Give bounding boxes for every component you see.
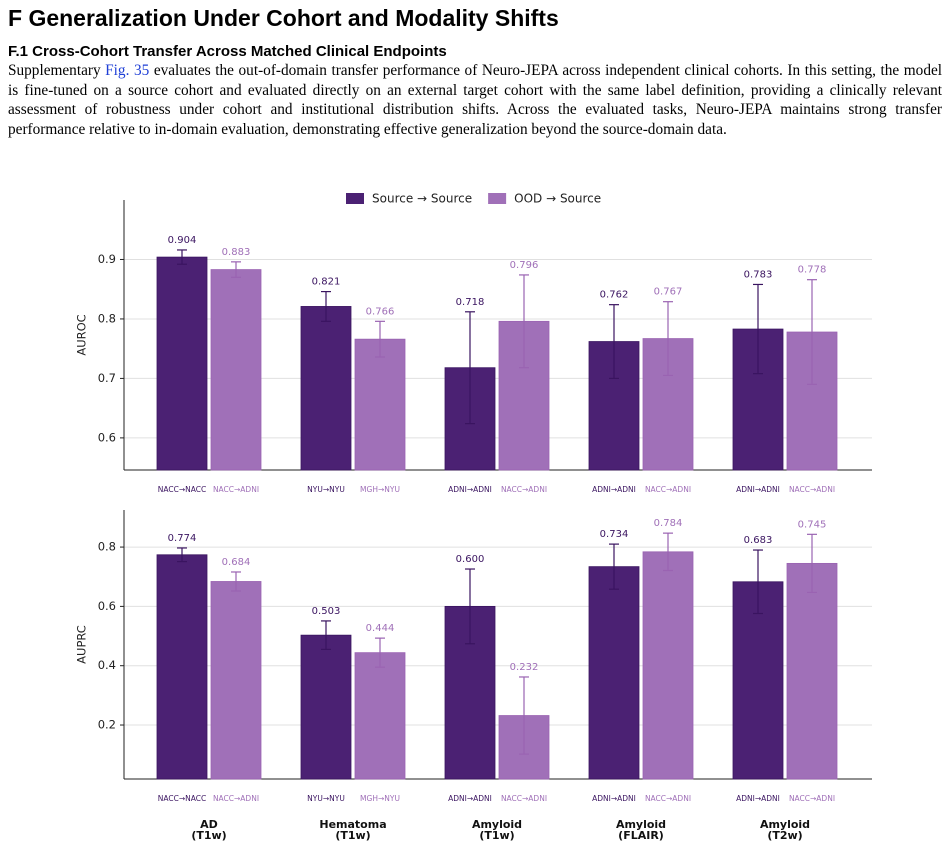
value-label: 0.778 (798, 265, 827, 276)
bar-label: NACC→ADNI (645, 485, 691, 494)
value-label: 0.718 (456, 297, 485, 308)
value-label: 0.796 (510, 260, 539, 271)
x-tick-label: Amyloid (T2w) (759, 818, 811, 842)
bar (156, 256, 208, 471)
y-tick-label: 0.2 (98, 718, 116, 732)
bar (354, 652, 406, 780)
text: evaluates the out-of-domain transfer per… (8, 62, 943, 138)
value-label: 0.767 (654, 287, 683, 298)
bar-label: ADNI→ADNI (448, 485, 492, 494)
bar-label: NACC→ADNI (789, 485, 835, 494)
y-tick-label: 0.7 (98, 371, 116, 385)
legend-label: Source → Source (372, 192, 472, 206)
document: F Generalization Under Cohort and Modali… (8, 0, 942, 139)
value-label: 0.444 (366, 623, 395, 634)
value-label: 0.600 (456, 554, 485, 565)
bar-label: NACC→NACC (158, 485, 206, 494)
figure-link[interactable]: Fig. 35 (105, 62, 150, 79)
bar (588, 566, 640, 780)
y-axis-label: AUROC (75, 314, 89, 355)
bar (210, 269, 262, 471)
bar-label: MGH→NYU (360, 794, 400, 803)
value-label: 0.774 (168, 533, 197, 544)
bar-label: NACC→ADNI (213, 794, 259, 803)
bar-label: NACC→ADNI (501, 794, 547, 803)
bar-label: NACC→NACC (158, 794, 206, 803)
bar-label: NACC→ADNI (501, 485, 547, 494)
legend-label: OOD → Source (514, 192, 601, 206)
y-tick-label: 0.9 (98, 252, 116, 266)
legend-swatch (346, 193, 364, 204)
value-label: 0.821 (312, 277, 341, 288)
subsection-title: F.1 Cross-Cohort Transfer Across Matched… (8, 43, 447, 60)
y-axis-label: AUPRC (75, 625, 89, 664)
bar-label: NYU→NYU (307, 794, 345, 803)
paragraph: Supplementary Fig. 35 evaluates the out-… (8, 61, 942, 139)
y-tick-label: 0.4 (98, 658, 116, 672)
bar (300, 306, 352, 471)
value-label: 0.684 (222, 557, 251, 568)
bar (354, 338, 406, 471)
value-label: 0.683 (744, 535, 773, 546)
bar (156, 554, 208, 780)
bar (210, 581, 262, 780)
value-label: 0.762 (600, 290, 629, 301)
bar-label: NACC→ADNI (645, 794, 691, 803)
y-tick-label: 0.6 (98, 430, 116, 444)
y-tick-label: 0.8 (98, 311, 116, 325)
bar-label: ADNI→ADNI (592, 794, 636, 803)
value-label: 0.745 (798, 519, 827, 530)
bar (300, 634, 352, 780)
bar (732, 581, 784, 780)
x-tick-label: Hematoma (T1w) (319, 818, 387, 842)
bar-label: ADNI→ADNI (736, 794, 780, 803)
bar (642, 551, 694, 780)
value-label: 0.784 (654, 518, 683, 529)
value-label: 0.766 (366, 306, 395, 317)
value-label: 0.783 (744, 269, 773, 280)
value-label: 0.232 (510, 662, 539, 673)
x-tick-label: Amyloid (FLAIR) (615, 818, 667, 842)
bar-label: ADNI→ADNI (448, 794, 492, 803)
bar-label: NACC→ADNI (213, 485, 259, 494)
bar-label: ADNI→ADNI (592, 485, 636, 494)
bar-label: NACC→ADNI (789, 794, 835, 803)
value-label: 0.503 (312, 606, 341, 617)
bar (786, 562, 838, 780)
value-label: 0.904 (168, 235, 197, 246)
x-tick-label: AD (T1w) (191, 818, 227, 842)
legend-swatch (488, 193, 507, 204)
value-label: 0.883 (222, 247, 251, 258)
x-tick-label: Amyloid (T1w) (471, 818, 523, 842)
bar-label: ADNI→ADNI (736, 485, 780, 494)
bar-label: MGH→NYU (360, 485, 400, 494)
section-title: F Generalization Under Cohort and Modali… (8, 5, 559, 31)
y-tick-label: 0.6 (98, 599, 116, 613)
value-label: 0.734 (600, 529, 629, 540)
y-tick-label: 0.8 (98, 540, 116, 554)
text: Supplementary (8, 62, 106, 79)
bar-label: NYU→NYU (307, 485, 345, 494)
